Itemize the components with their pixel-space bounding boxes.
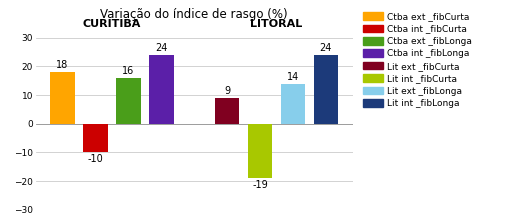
Bar (116, 78, 141, 124)
Text: CURITIBA: CURITIBA (83, 19, 141, 29)
Title: Variação do índice de rasgo (%): Variação do índice de rasgo (%) (100, 8, 288, 21)
Bar (314, 55, 338, 124)
Bar (50, 72, 75, 124)
Text: 18: 18 (56, 60, 68, 70)
Bar (281, 84, 305, 124)
Text: 14: 14 (287, 72, 299, 82)
Bar (83, 124, 108, 152)
Text: LITORAL: LITORAL (250, 19, 303, 29)
Bar (215, 98, 240, 124)
Text: 9: 9 (224, 86, 230, 96)
Text: 24: 24 (320, 43, 332, 53)
Text: 16: 16 (122, 66, 134, 76)
Legend: Ctba ext _fibCurta, Ctba int _fibCurta, Ctba ext _fibLonga, Ctba int _fibLonga, : Ctba ext _fibCurta, Ctba int _fibCurta, … (362, 11, 472, 109)
Bar (149, 55, 174, 124)
Text: 24: 24 (155, 43, 168, 53)
Bar (248, 124, 272, 178)
Text: -10: -10 (87, 154, 103, 164)
Text: -19: -19 (252, 180, 268, 190)
